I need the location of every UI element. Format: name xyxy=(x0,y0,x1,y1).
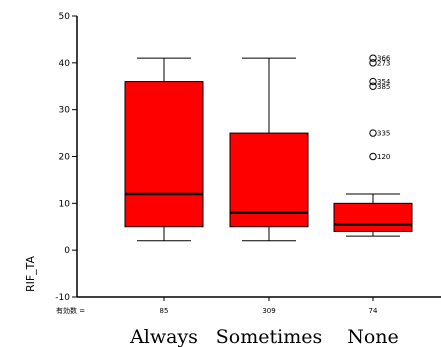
category-label: Sometimes xyxy=(216,326,322,347)
y-tick-label: 0 xyxy=(64,246,70,256)
count-prefix-label: 有効数 = xyxy=(56,306,85,315)
outlier-point xyxy=(369,77,377,86)
iqr-box xyxy=(124,81,204,228)
outlier-point xyxy=(369,152,377,161)
count-label: 85 xyxy=(160,307,169,315)
category-label: None xyxy=(347,326,399,347)
count-labels: 85 309 74 xyxy=(160,307,378,315)
iqr-box xyxy=(333,202,413,232)
outlier-point xyxy=(369,129,377,137)
iqr-box xyxy=(229,132,309,228)
box-always xyxy=(124,57,204,242)
box-sometimes xyxy=(229,57,309,242)
y-axis: -10 0 10 20 30 40 50 xyxy=(55,12,441,303)
outlier-label: 354 xyxy=(377,78,391,86)
count-label: 74 xyxy=(369,307,378,315)
y-axis-label: RIF_TA xyxy=(24,255,37,292)
y-tick-label: 20 xyxy=(59,153,71,163)
outlier-point xyxy=(369,82,377,90)
y-tick-label: 30 xyxy=(59,106,71,116)
outlier-label: 366 xyxy=(377,55,391,63)
y-tick-label: 50 xyxy=(59,12,71,22)
outlier-label: 335 xyxy=(377,130,390,138)
outlier-label: 273 xyxy=(377,59,390,67)
outlier-point xyxy=(369,54,377,62)
outlier-label: 120 xyxy=(377,153,390,161)
y-tick-label: -10 xyxy=(55,293,70,303)
category-labels: Always Sometimes None xyxy=(129,326,399,347)
outlier-label: 385 xyxy=(377,83,390,91)
count-label: 309 xyxy=(262,307,275,315)
y-tick-label: 40 xyxy=(59,59,71,69)
outlier-point xyxy=(369,59,377,67)
y-tick-label: 10 xyxy=(59,199,71,209)
category-label: Always xyxy=(129,326,198,347)
